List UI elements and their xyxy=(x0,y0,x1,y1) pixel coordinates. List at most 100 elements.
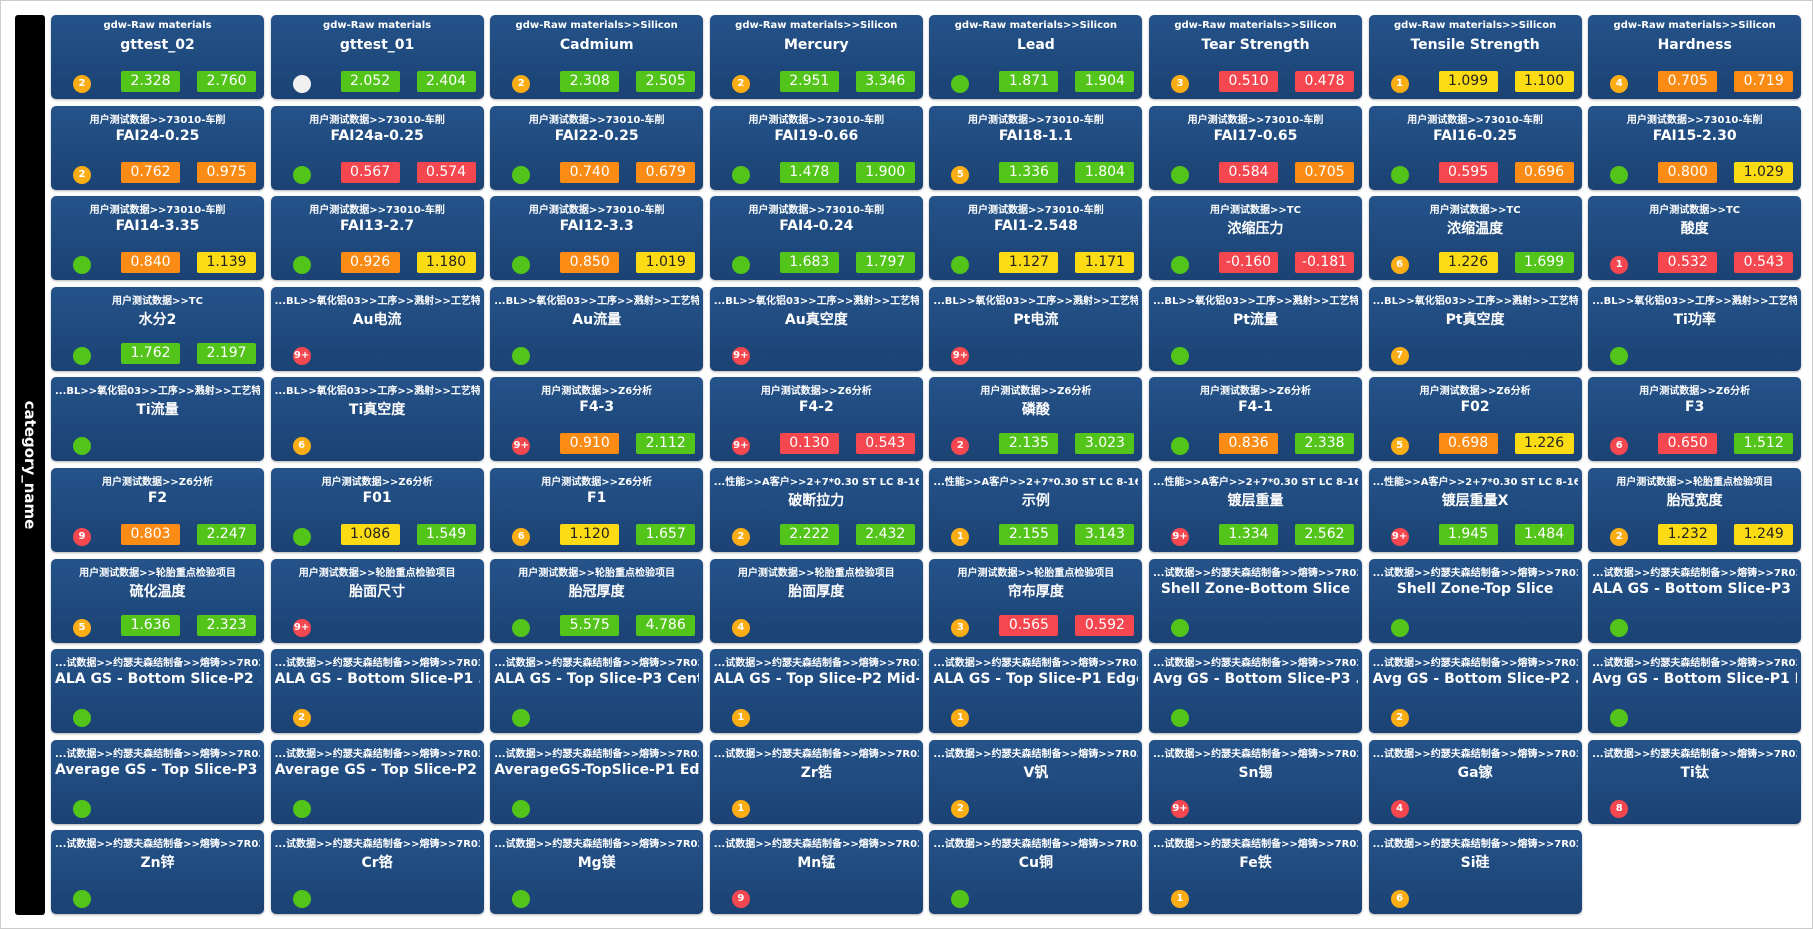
metric-card[interactable]: ...性能>>A客户>>2+7*0.30 ST LC 8-16SS 破断拉力 2 2.… xyxy=(709,468,923,552)
metric-card[interactable]: ...试数据>>约瑟夫森结制备>>熔铸>>7R03 Zn锌 xyxy=(51,830,264,915)
card-name: Average GS - Top Slice-P3 ... xyxy=(55,761,260,778)
metric-card[interactable]: ...试数据>>约瑟夫森结制备>>熔铸>>7R03 ALA GS - Top Sl… xyxy=(490,649,704,734)
metric-card[interactable]: ...试数据>>约瑟夫森结制备>>熔铸>>7R03 Fe铁 1 xyxy=(1149,830,1362,915)
metric-card[interactable]: ...BL>>氧化铝03>>工序>>溅射>>工艺特性 Ti真空度 6 xyxy=(270,377,484,462)
metric-card[interactable]: ...性能>>A客户>>2+7*0.30 ST LC 8-16SS 镀层重量X 9+… xyxy=(1368,468,1582,552)
metric-card[interactable]: ...试数据>>约瑟夫森结制备>>熔铸>>7R03 Ti钛 8 xyxy=(1588,739,1802,824)
metric-card[interactable]: 用户测试数据>>Z6分析 F1 6 1.120 1.657 xyxy=(490,468,704,552)
metric-card[interactable]: 用户测试数据>>Z6分析 F01 1.086 1.549 xyxy=(270,468,484,552)
metric-card[interactable]: 用户测试数据>>73010-车削 FAI17-0.65 0.584 0.705 xyxy=(1149,105,1362,190)
metric-card[interactable]: ...试数据>>约瑟夫森结制备>>熔铸>>7R03 Si硅 6 xyxy=(1368,830,1582,915)
metric-card[interactable]: ...性能>>A客户>>2+7*0.30 ST LC 8-16SS 示例 1 2.15… xyxy=(929,468,1143,552)
metric-card[interactable]: gdw-Raw materials>>Silicon Lead 1.871 1.904 xyxy=(929,15,1143,99)
card-path: 用户测试数据>>轮胎重点检验项目 xyxy=(1616,477,1774,488)
card-path: 用户测试数据>>73010-车削 xyxy=(89,205,226,217)
status-badge xyxy=(512,346,531,365)
metric-card[interactable]: ...BL>>氧化铝03>>工序>>溅射>>工艺特性 Ti流量 xyxy=(51,377,264,462)
metric-card[interactable]: 用户测试数据>>Z6分析 磷酸 2 2.135 3.023 xyxy=(929,377,1143,462)
status-badge: 2 xyxy=(951,799,970,818)
metric-card[interactable]: 用户测试数据>>73010-车削 FAI4-0.24 1.683 1.797 xyxy=(709,196,923,281)
metric-card[interactable]: 用户测试数据>>轮胎重点检验项目 胎冠厚度 5.575 4.786 xyxy=(490,558,704,643)
metric-card[interactable]: 用户测试数据>>73010-车削 FAI19-0.66 1.478 1.900 xyxy=(709,105,923,190)
metric-card[interactable]: ...试数据>>约瑟夫森结制备>>熔铸>>7R03 ALA GS - Bottom… xyxy=(51,649,264,734)
card-name: F3 xyxy=(1685,399,1705,416)
metric-card[interactable]: 用户测试数据>>Z6分析 F4-2 9+ 0.130 0.543 xyxy=(709,377,923,462)
metric-card[interactable]: 用户测试数据>>TC 浓缩温度 6 1.226 1.699 xyxy=(1368,196,1582,281)
metric-card[interactable]: ...试数据>>约瑟夫森结制备>>熔铸>>7R03 Avg GS - Bottom… xyxy=(1588,649,1802,734)
metric-card[interactable]: 用户测试数据>>73010-车削 FAI16-0.25 0.595 0.696 xyxy=(1368,105,1582,190)
metric-card[interactable]: ...试数据>>约瑟夫森结制备>>熔铸>>7R03 Sn锡 9+ xyxy=(1149,739,1362,824)
metric-card[interactable]: 用户测试数据>>73010-车削 FAI24-0.25 2 0.762 0.975 xyxy=(51,105,264,190)
metric-card[interactable]: 用户测试数据>>Z6分析 F4-3 9+ 0.910 2.112 xyxy=(490,377,704,462)
card-name: Cu铜 xyxy=(1018,855,1054,872)
card-name: 示例 xyxy=(1021,493,1050,509)
metric-card[interactable]: 用户测试数据>>73010-车削 FAI13-2.7 0.926 1.180 xyxy=(270,196,484,281)
metric-card[interactable]: gdw-Raw materials>>Silicon Hardness 4 0.705… xyxy=(1588,15,1802,99)
metric-card[interactable]: 用户测试数据>>TC 酸度 1 0.532 0.543 xyxy=(1588,196,1802,281)
metric-card[interactable]: ...BL>>氧化铝03>>工序>>溅射>>工艺特性 Pt真空度 7 xyxy=(1368,286,1582,371)
card-path: ...BL>>氧化铝03>>工序>>溅射>>工艺特性 xyxy=(494,295,700,307)
card-name: Ti功率 xyxy=(1673,311,1716,328)
metric-card[interactable]: 用户测试数据>>Z6分析 F4-1 0.836 2.338 xyxy=(1149,377,1362,462)
metric-card[interactable]: 用户测试数据>>73010-车削 FAI22-0.25 0.740 0.679 xyxy=(490,105,704,190)
metric-card[interactable]: gdw-Raw materials>>Silicon Cadmium 2 2.308 2… xyxy=(490,15,704,99)
card-name: 浓缩温度 xyxy=(1447,221,1504,238)
status-badge: 9+ xyxy=(1171,528,1189,546)
metric-card[interactable]: 用户测试数据>>轮胎重点检验项目 胎面尺寸 9+ xyxy=(270,558,484,643)
value-box: 2.432 xyxy=(855,524,915,545)
metric-card[interactable]: ...BL>>氧化铝03>>工序>>溅射>>工艺特性 Pt电流 9+ xyxy=(929,286,1143,371)
metric-card[interactable]: ...试数据>>约瑟夫森结制备>>熔铸>>7R03 Average GS - To… xyxy=(270,739,484,824)
card-name: AverageGS-TopSlice-P1 Edge xyxy=(494,761,700,778)
status-badge xyxy=(1171,437,1189,456)
metric-card[interactable]: ...BL>>氧化铝03>>工序>>溅射>>工艺特性 Pt流量 xyxy=(1149,286,1362,371)
metric-card[interactable]: gdw-Raw materials>>Silicon Mercury 2 2.951 3… xyxy=(709,15,923,99)
card-name: FAI24-0.25 xyxy=(115,127,200,144)
metric-card[interactable]: ...试数据>>约瑟夫森结制备>>熔铸>>7R03 Mg镁 xyxy=(490,830,704,915)
metric-card[interactable]: ...性能>>A客户>>2+7*0.30 ST LC 8-16SS 镀层重量 9+ 1… xyxy=(1149,468,1362,552)
metric-card[interactable]: 用户测试数据>>73010-车削 FAI18-1.1 5 1.336 1.804 xyxy=(929,105,1143,190)
status-badge xyxy=(951,75,970,93)
metric-card[interactable]: ...试数据>>约瑟夫森结制备>>熔铸>>7R03 Shell Zone-Bott… xyxy=(1149,558,1362,643)
metric-card[interactable]: 用户测试数据>>轮胎重点检验项目 胎面厚度 4 xyxy=(709,558,923,643)
metric-card[interactable]: 用户测试数据>>轮胎重点检验项目 帘布厚度 3 0.565 0.592 xyxy=(929,558,1143,643)
metric-card[interactable]: 用户测试数据>>TC 浓缩压力 -0.160 -0.181 xyxy=(1149,196,1362,281)
metric-card[interactable]: ...试数据>>约瑟夫森结制备>>熔铸>>7R03 Ga镓 4 xyxy=(1368,739,1582,824)
metric-card[interactable]: 用户测试数据>>73010-车削 FAI1-2.548 1.127 1.171 xyxy=(929,196,1143,281)
metric-card[interactable]: ...BL>>氧化铝03>>工序>>溅射>>工艺特性 Ti功率 xyxy=(1588,286,1802,371)
metric-card[interactable]: 用户测试数据>>Z6分析 F3 6 0.650 1.512 xyxy=(1588,377,1802,462)
metric-card[interactable]: ...试数据>>约瑟夫森结制备>>熔铸>>7R03 Average GS - To… xyxy=(51,739,264,824)
metric-card[interactable]: 用户测试数据>>73010-车削 FAI12-3.3 0.850 1.019 xyxy=(490,196,704,281)
metric-card[interactable]: 用户测试数据>>Z6分析 F02 5 0.698 1.226 xyxy=(1368,377,1582,462)
metric-card[interactable]: ...试数据>>约瑟夫森结制备>>熔铸>>7R03 Avg GS - Bottom… xyxy=(1149,649,1362,734)
metric-card[interactable]: gdw-Raw materials gttest_01 2.052 2.404 xyxy=(270,15,484,99)
metric-card[interactable]: ...BL>>氧化铝03>>工序>>溅射>>工艺特性 Au真空度 9+ xyxy=(709,286,923,371)
metric-card[interactable]: ...试数据>>约瑟夫森结制备>>熔铸>>7R03 ALA GS - Top Sl… xyxy=(929,649,1143,734)
metric-card[interactable]: 用户测试数据>>轮胎重点检验项目 硫化温度 5 1.636 2.323 xyxy=(51,558,264,643)
card-path: 用户测试数据>>TC xyxy=(1429,205,1521,217)
metric-card[interactable]: 用户测试数据>>Z6分析 F2 9 0.803 2.247 xyxy=(51,468,264,552)
card-name: 磷酸 xyxy=(1021,402,1050,419)
metric-card[interactable]: ...试数据>>约瑟夫森结制备>>熔铸>>7R03 Cu铜 xyxy=(929,830,1143,915)
value-box: 0.130 xyxy=(779,433,839,455)
metric-card[interactable]: ...试数据>>约瑟夫森结制备>>熔铸>>7R03 Avg GS - Bottom… xyxy=(1368,649,1582,734)
metric-card[interactable]: 用户测试数据>>73010-车削 FAI14-3.35 0.840 1.139 xyxy=(51,196,264,281)
metric-card[interactable]: ...试数据>>约瑟夫森结制备>>熔铸>>7R03 Zr锆 1 xyxy=(709,739,923,824)
metric-card[interactable]: ...试数据>>约瑟夫森结制备>>熔铸>>7R03 ALA GS - Bottom… xyxy=(1588,558,1802,643)
metric-card[interactable]: ...试数据>>约瑟夫森结制备>>熔铸>>7R03 AverageGS-TopSl… xyxy=(490,739,704,824)
metric-card[interactable]: ...试数据>>约瑟夫森结制备>>熔铸>>7R03 ALA GS - Bottom… xyxy=(270,649,484,734)
card-path: ...试数据>>约瑟夫森结制备>>熔铸>>7R03 xyxy=(55,748,260,760)
metric-card[interactable]: 用户测试数据>>73010-车削 FAI24a-0.25 0.567 0.574 xyxy=(270,105,484,190)
metric-card[interactable]: ...试数据>>约瑟夫森结制备>>熔铸>>7R03 Mn锰 9 xyxy=(709,830,923,915)
metric-card[interactable]: ...试数据>>约瑟夫森结制备>>熔铸>>7R03 Cr铬 xyxy=(270,830,484,915)
metric-card[interactable]: ...BL>>氧化铝03>>工序>>溅射>>工艺特性 Au电流 9+ xyxy=(270,286,484,371)
metric-card[interactable]: gdw-Raw materials>>Silicon Tensile Streng… xyxy=(1368,15,1582,99)
metric-card[interactable]: ...BL>>氧化铝03>>工序>>溅射>>工艺特性 Au流量 xyxy=(490,286,704,371)
metric-card[interactable]: gdw-Raw materials gttest_02 2 2.328 2.760 xyxy=(51,15,264,99)
metric-card[interactable]: 用户测试数据>>轮胎重点检验项目 胎冠宽度 2 1.232 1.249 xyxy=(1588,468,1802,552)
metric-card[interactable]: 用户测试数据>>73010-车削 FAI15-2.30 0.800 1.029 xyxy=(1588,105,1802,190)
metric-card[interactable]: ...试数据>>约瑟夫森结制备>>熔铸>>7R03 ALA GS - Top Sl… xyxy=(709,649,923,734)
metric-card[interactable]: gdw-Raw materials>>Silicon Tear Strength 3… xyxy=(1149,15,1362,99)
metric-card[interactable]: ...试数据>>约瑟夫森结制备>>熔铸>>7R03 Shell Zone-Top … xyxy=(1368,558,1582,643)
metric-card[interactable]: ...试数据>>约瑟夫森结制备>>熔铸>>7R03 V钒 2 xyxy=(929,739,1143,824)
metric-card[interactable]: 用户测试数据>>TC 水分2 1.762 2.197 xyxy=(51,286,264,371)
